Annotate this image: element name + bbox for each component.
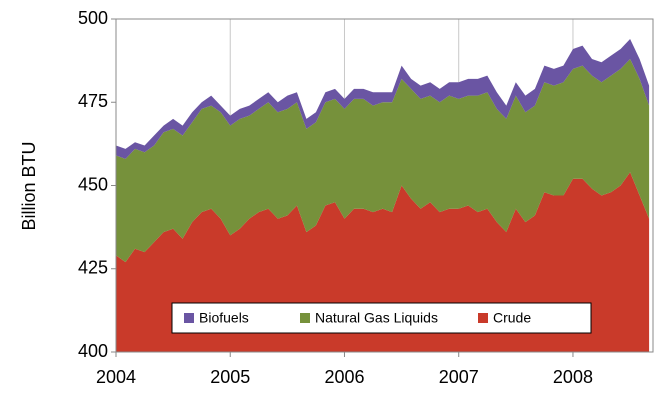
right-mask	[653, 0, 658, 403]
legend-swatch	[184, 313, 194, 323]
y-tick-label: 400	[78, 341, 108, 361]
legend-box	[171, 302, 592, 334]
x-tick-label: 2008	[553, 367, 593, 387]
legend-label: Crude	[493, 310, 531, 326]
y-tick-label: 500	[78, 8, 108, 28]
x-tick-label: 2006	[324, 367, 364, 387]
x-tick-label: 2005	[210, 367, 250, 387]
area	[116, 39, 650, 159]
x-tick-label: 2004	[96, 367, 136, 387]
legend-label: Biofuels	[199, 310, 249, 326]
legend-swatch	[478, 313, 488, 323]
area	[116, 59, 650, 263]
y-tick-label: 475	[78, 91, 108, 111]
y-tick-label: 450	[78, 174, 108, 194]
legend-label: Natural Gas Liquids	[315, 310, 438, 326]
legend-swatch	[300, 313, 310, 323]
x-tick-label: 2007	[439, 367, 479, 387]
legend: Biofuels Natural Gas Liquids Crude	[171, 302, 592, 334]
y-tick-label: 425	[78, 258, 108, 278]
y-axis-label: Billion BTU	[19, 141, 39, 230]
